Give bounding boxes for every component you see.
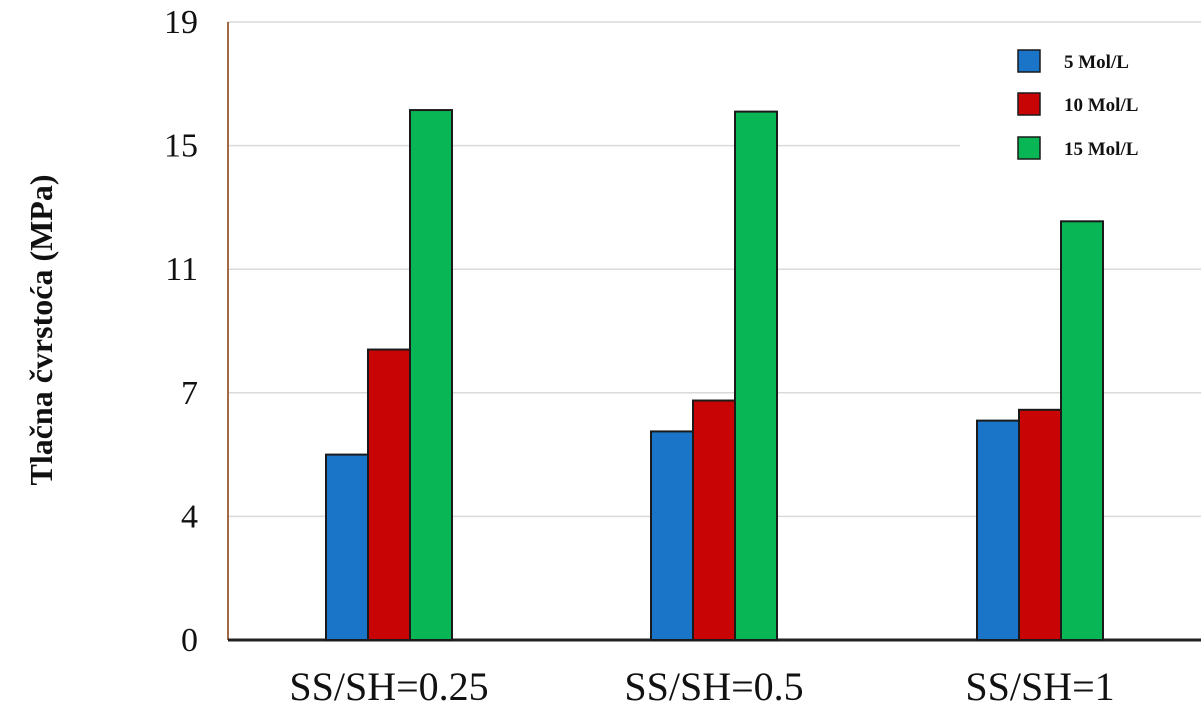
legend-swatch [1017, 49, 1041, 73]
bar [650, 430, 694, 641]
bar [976, 419, 1020, 641]
legend-background [960, 34, 1201, 174]
bars [325, 109, 1104, 642]
y-tick-label: 7 [181, 375, 198, 412]
y-axis-label: Tlačna čvrstoća (MPa) [23, 174, 59, 485]
bar [1060, 220, 1104, 641]
bar [325, 453, 369, 641]
y-tick-labels: 0 4 7 11 15 19 [164, 4, 198, 659]
x-category-label: SS/SH=1 [965, 664, 1114, 706]
legend-label: 10 Mol/L [1064, 95, 1138, 116]
legend-swatch [1017, 92, 1041, 116]
y-tick-label: 15 [164, 128, 198, 165]
bar [1018, 408, 1062, 642]
bar [692, 399, 736, 641]
legend-swatch [1017, 136, 1041, 160]
y-tick-label: 11 [165, 251, 198, 288]
bar [409, 109, 453, 641]
legend-label: 15 Mol/L [1064, 139, 1138, 160]
y-tick-label: 4 [181, 498, 198, 535]
bar [367, 348, 411, 641]
bar [734, 110, 778, 642]
category-labels: SS/SH=0.25 SS/SH=0.5 SS/SH=1 [289, 664, 1114, 706]
legend: 5 Mol/L 10 Mol/L 15 Mol/L [960, 34, 1201, 174]
x-category-label: SS/SH=0.25 [289, 664, 488, 706]
y-tick-label: 0 [181, 622, 198, 659]
x-category-label: SS/SH=0.5 [624, 664, 803, 706]
legend-label: 5 Mol/L [1064, 52, 1129, 73]
y-tick-label: 19 [164, 4, 198, 41]
